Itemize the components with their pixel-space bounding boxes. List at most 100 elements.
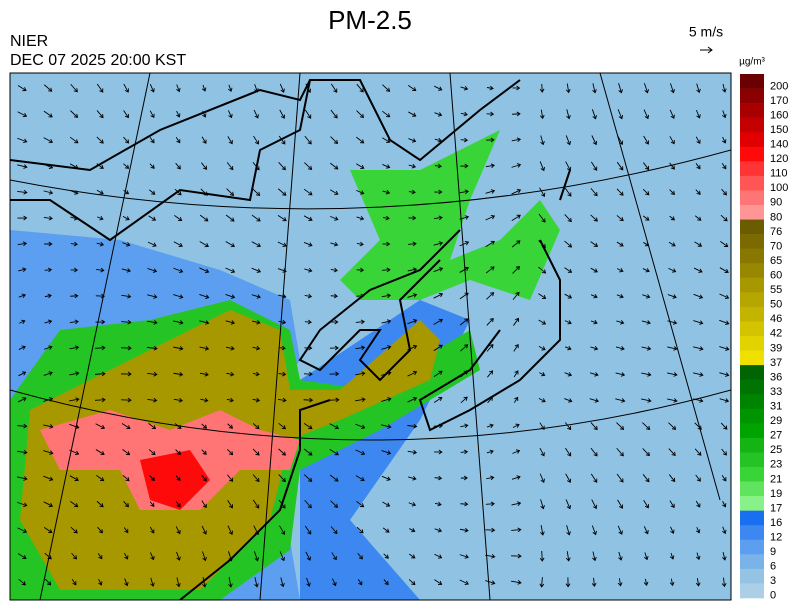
wind-arrow	[304, 345, 313, 351]
wind-arrow	[43, 110, 53, 118]
map-frame	[9, 72, 732, 601]
wind-arrow	[280, 577, 285, 588]
wind-arrow	[616, 268, 624, 273]
wind-arrow	[433, 241, 444, 246]
wind-arrow	[329, 397, 340, 403]
colorbar-label: 6	[770, 561, 776, 573]
wind-arrow	[460, 344, 469, 352]
colorbar-cell	[740, 161, 764, 177]
wind-arrow	[97, 553, 103, 560]
wind-arrow	[381, 475, 391, 481]
wind-arrow	[303, 215, 313, 221]
wind-arrow	[694, 422, 702, 430]
wind-arrow	[253, 109, 259, 119]
wind-arrow	[485, 266, 495, 274]
wind-arrow	[121, 268, 131, 273]
wind-arrow	[147, 268, 158, 273]
wind-arrow	[719, 372, 730, 377]
wind-arrow	[695, 552, 701, 561]
wind-arrow	[460, 475, 468, 481]
wind-arrow	[329, 189, 339, 195]
colorbar-cell	[740, 263, 764, 279]
wind-arrow	[199, 267, 210, 274]
wind-arrow	[721, 163, 727, 170]
wind-arrow	[355, 319, 365, 325]
wind-arrow	[254, 577, 259, 588]
colorbar-cell	[740, 277, 764, 293]
wind-arrow	[17, 111, 28, 118]
wind-arrow	[538, 266, 547, 274]
wind-arrow	[641, 372, 652, 377]
wind-arrow	[175, 137, 181, 144]
wind-arrow	[355, 475, 365, 482]
wind-arrow	[511, 475, 521, 480]
wind-arrow	[252, 474, 260, 483]
wind-arrow	[69, 319, 79, 325]
wind-arrow	[564, 240, 573, 248]
wind-arrow	[722, 526, 727, 535]
wind-arrow	[44, 552, 52, 560]
wind-arrow	[201, 449, 207, 455]
wind-arrow	[487, 396, 493, 404]
wind-arrow	[565, 551, 571, 562]
wind-arrow	[174, 188, 182, 196]
wind-arrow	[17, 85, 27, 92]
wind-arrow	[433, 370, 443, 378]
wind-arrow	[148, 215, 157, 221]
wind-arrow	[540, 499, 545, 510]
wind-arrow	[122, 449, 131, 456]
colorbar-cell	[740, 321, 764, 337]
wind-arrow	[669, 500, 675, 509]
wind-arrow	[667, 320, 678, 325]
wind-arrow	[695, 578, 701, 587]
wind-arrow	[201, 84, 207, 92]
wind-arrow	[120, 371, 132, 377]
colorbar-label: 3	[770, 575, 776, 587]
wind-arrow	[460, 423, 469, 429]
wind-arrow	[356, 83, 364, 93]
wind-arrow	[44, 267, 53, 273]
wind-arrow	[252, 499, 260, 509]
wind-arrow	[694, 215, 702, 221]
wind-arrow	[381, 371, 392, 376]
wind-arrow	[199, 371, 209, 377]
wind-arrow	[382, 164, 391, 169]
wind-arrow	[17, 241, 28, 247]
wind-arrow	[95, 293, 106, 299]
wind-arrow	[251, 267, 262, 273]
colorbar-label: 27	[770, 430, 782, 442]
wind-arrow	[43, 450, 54, 455]
colorbar-cell	[740, 248, 764, 264]
wind-arrow	[97, 526, 103, 534]
wind-arrow	[669, 136, 675, 145]
wind-arrow	[408, 163, 417, 169]
wind-arrow	[225, 214, 235, 222]
wind-arrow	[252, 423, 260, 430]
wind-arrow	[591, 135, 598, 146]
wind-arrow	[278, 319, 287, 325]
wind-arrow	[512, 265, 521, 274]
wind-arrow	[722, 136, 727, 144]
wind-arrow	[694, 448, 702, 456]
wind-arrow	[303, 242, 313, 247]
colorbar-cell	[740, 525, 764, 541]
wind-arrow	[149, 163, 155, 169]
wind-arrow	[434, 163, 442, 169]
wind-arrow	[485, 554, 496, 559]
wind-arrow	[564, 214, 572, 223]
wind-arrow	[305, 83, 312, 93]
colorbar-label: 150	[770, 124, 788, 136]
wind-arrow	[356, 163, 365, 169]
wind-arrow	[95, 371, 106, 377]
wind-arrow	[485, 240, 495, 247]
wind-arrow	[252, 371, 260, 377]
wind-arrow	[173, 320, 184, 325]
wind-arrow	[69, 423, 80, 430]
wind-arrow	[433, 344, 443, 352]
wind-arrow	[590, 473, 598, 483]
wind-arrow	[539, 161, 546, 172]
wind-arrow	[70, 110, 79, 118]
wind-arrow	[485, 189, 496, 194]
wind-arrow	[383, 579, 389, 586]
wind-arrow	[252, 188, 261, 196]
